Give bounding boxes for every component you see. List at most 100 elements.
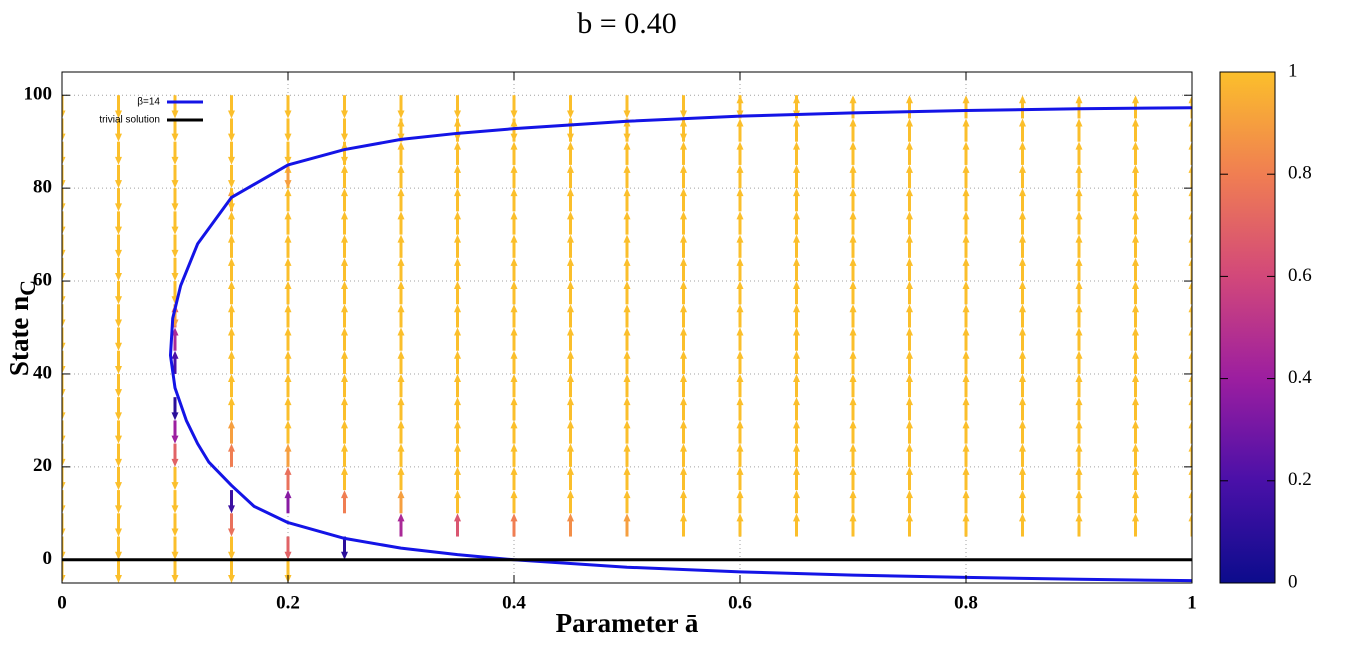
arrow-head	[1019, 490, 1026, 499]
field-arrow	[623, 443, 631, 467]
field-arrow	[849, 304, 857, 328]
arrow-head	[849, 304, 857, 313]
field-arrow	[906, 350, 913, 374]
arrow-head	[62, 528, 66, 537]
arrow-head	[510, 257, 518, 266]
arrow-head	[1019, 443, 1026, 452]
field-arrow	[62, 350, 66, 374]
arrow-head	[1188, 118, 1192, 127]
arrow-head	[228, 234, 235, 243]
y-tick-label: 0	[43, 548, 53, 569]
field-arrow	[62, 188, 66, 212]
field-arrow	[454, 443, 461, 467]
arrow-head	[962, 420, 970, 429]
field-arrow	[680, 211, 687, 235]
field-arrow	[962, 188, 970, 212]
arrow-head	[115, 458, 122, 467]
field-arrow	[62, 559, 66, 583]
arrow-head	[115, 551, 122, 560]
arrow-head	[793, 164, 800, 173]
field-arrow	[1132, 281, 1139, 305]
field-arrow	[1132, 350, 1139, 374]
field-arrow	[510, 211, 518, 235]
field-arrow	[1132, 490, 1139, 514]
arrow-head	[284, 443, 292, 452]
arrow-head	[454, 490, 461, 499]
arrow-head	[454, 164, 461, 173]
arrow-head	[1075, 281, 1083, 290]
arrow-head	[62, 319, 66, 328]
field-arrow	[115, 443, 122, 467]
field-arrow	[680, 234, 687, 258]
field-arrow	[793, 188, 800, 212]
arrow-head	[284, 350, 292, 359]
arrow-head	[1019, 397, 1026, 406]
field-arrow	[1188, 304, 1192, 328]
arrow-head	[397, 350, 405, 359]
arrow-head	[736, 211, 744, 220]
arrow-head	[793, 513, 800, 522]
field-arrow	[171, 490, 179, 514]
field-arrow	[228, 490, 235, 514]
field-arrow	[228, 304, 235, 328]
arrow-head	[680, 350, 687, 359]
field-arrow	[906, 164, 913, 189]
arrow-head	[1132, 188, 1139, 197]
arrow-head	[736, 490, 744, 499]
field-arrow	[62, 304, 66, 328]
y-axis-label: State nC	[4, 280, 40, 376]
arrow-head	[680, 327, 687, 336]
field-arrow	[454, 327, 461, 351]
arrow-head	[284, 551, 292, 560]
arrow-head	[341, 164, 348, 173]
arrow-head	[1019, 188, 1026, 197]
field-arrow	[1019, 466, 1026, 491]
arrow-head	[1075, 327, 1083, 336]
arrow-head	[849, 141, 857, 150]
field-arrow	[510, 188, 518, 212]
field-arrow	[510, 397, 518, 421]
field-arrow	[1019, 188, 1026, 212]
field-arrow	[793, 513, 800, 537]
arrow-head	[284, 327, 292, 336]
arrow-head	[680, 133, 687, 142]
arrow-head	[228, 373, 235, 382]
field-arrow	[962, 118, 970, 142]
arrow-head	[962, 118, 970, 127]
arrow-head	[567, 420, 574, 429]
arrow-head	[228, 551, 235, 560]
field-arrow	[171, 443, 179, 467]
arrow-head	[397, 234, 405, 243]
arrow-head	[736, 397, 744, 406]
arrow-head	[962, 257, 970, 266]
field-arrow	[510, 420, 518, 444]
arrow-head	[567, 234, 574, 243]
field-arrow	[793, 257, 800, 282]
colorbar	[1219, 71, 1276, 584]
arrow-head	[228, 443, 235, 452]
field-arrow	[62, 373, 66, 398]
field-arrow	[397, 304, 405, 328]
arrow-head	[454, 397, 461, 406]
field-arrow	[1188, 211, 1192, 235]
field-arrow	[62, 466, 66, 491]
field-arrow	[341, 118, 348, 142]
arrow-head	[397, 420, 405, 429]
arrow-head	[849, 397, 857, 406]
field-arrow	[1075, 443, 1083, 467]
arrow-head	[171, 226, 179, 235]
field-arrow	[454, 164, 461, 189]
arrow-head	[397, 257, 405, 266]
field-arrow	[341, 490, 348, 514]
arrow-head	[510, 327, 518, 336]
arrow-head	[623, 234, 631, 243]
arrow-head	[736, 234, 744, 243]
field-arrow	[341, 304, 348, 328]
field-arrow	[341, 257, 348, 282]
arrow-head	[736, 188, 744, 197]
arrow-head	[567, 373, 574, 382]
arrow-head	[680, 141, 687, 150]
field-arrow	[962, 327, 970, 351]
field-arrow	[906, 95, 913, 119]
arrow-head	[341, 443, 348, 452]
